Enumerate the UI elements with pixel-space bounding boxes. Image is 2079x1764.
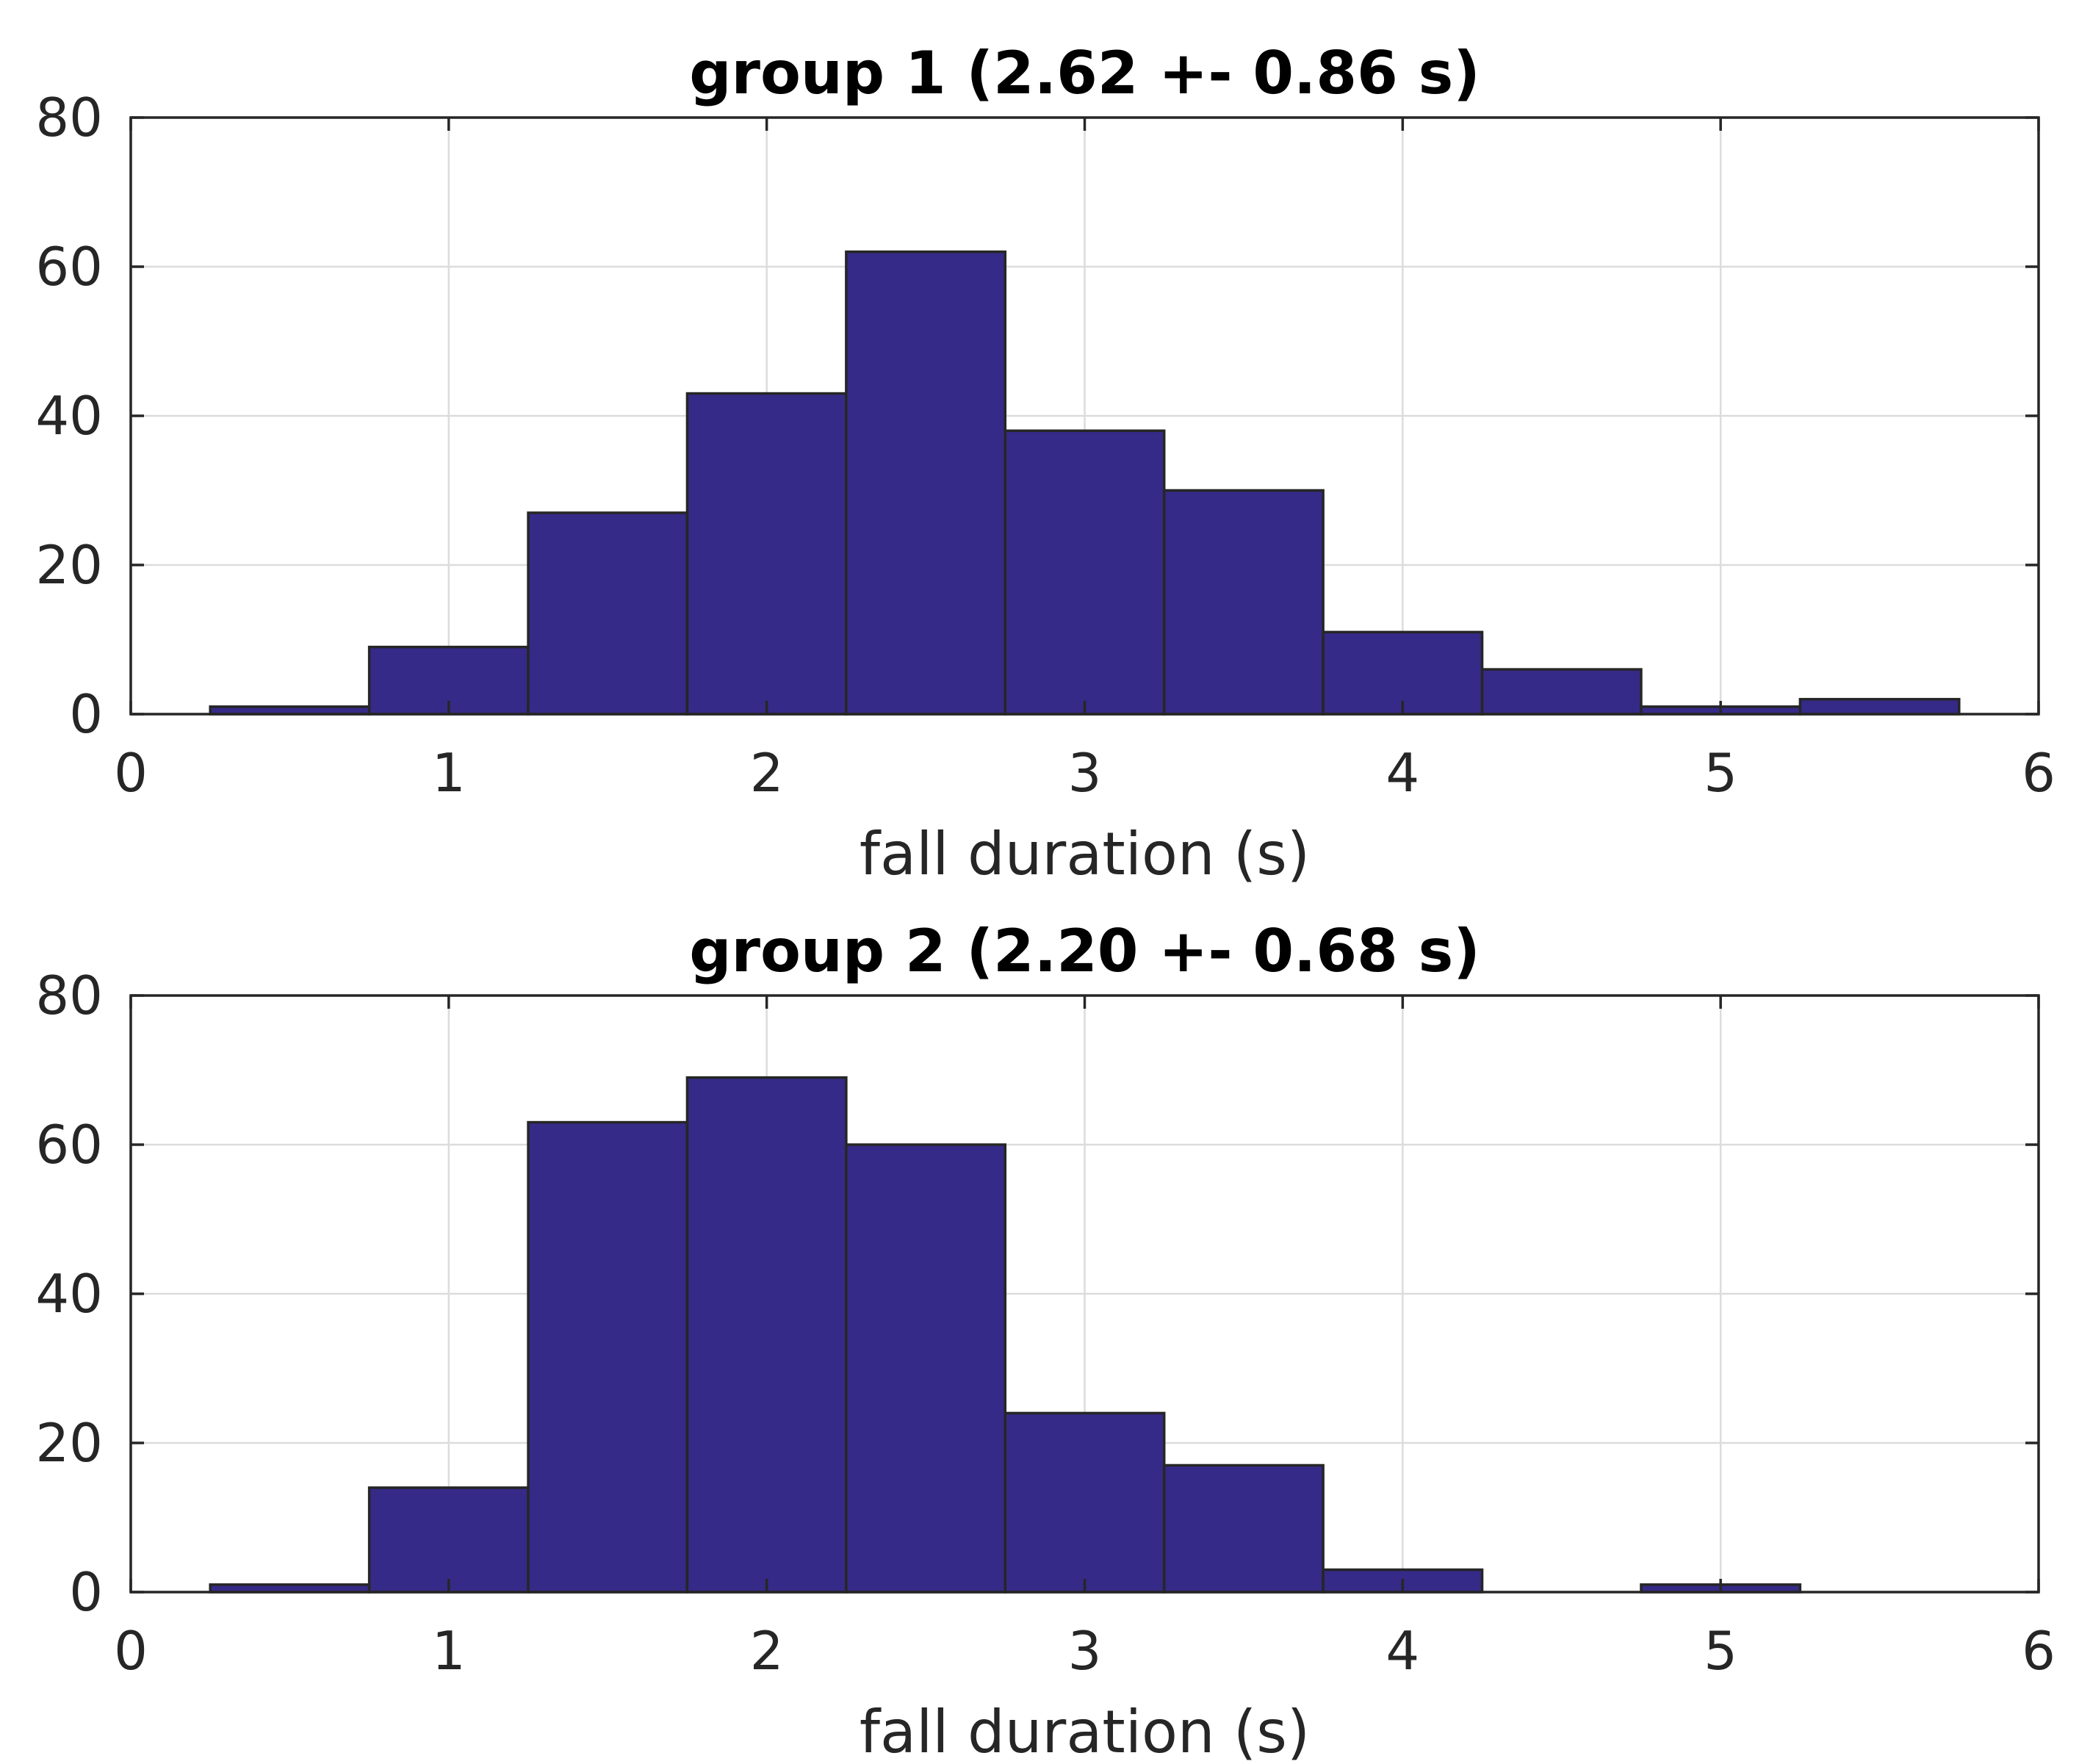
x-tick-label: 0 xyxy=(114,742,148,804)
histogram-bar xyxy=(367,1486,530,1594)
x-tick-label: 4 xyxy=(1386,1620,1419,1682)
histogram-bar xyxy=(527,1120,689,1594)
histogram-bar xyxy=(1480,668,1643,716)
y-tick-label: 80 xyxy=(35,87,103,148)
y-tick-label: 0 xyxy=(69,683,103,745)
y-tick-label: 40 xyxy=(35,1263,103,1325)
x-tick-label: 1 xyxy=(432,1620,466,1682)
x-axis-label: fall duration (s) xyxy=(860,1698,1310,1764)
histogram-bar xyxy=(1004,429,1166,716)
histogram-bar xyxy=(1004,1411,1166,1594)
histogram-bar xyxy=(1162,489,1325,716)
x-tick-label: 1 xyxy=(432,742,466,804)
x-tick-label: 6 xyxy=(2022,742,2055,804)
y-tick-label: 40 xyxy=(35,385,103,447)
x-tick-label: 2 xyxy=(750,742,784,804)
histogram-bar xyxy=(1798,697,1961,716)
x-tick-label: 3 xyxy=(1068,1620,1102,1682)
x-tick-label: 6 xyxy=(2022,1620,2055,1682)
x-tick-label: 0 xyxy=(114,1620,148,1682)
y-tick-label: 80 xyxy=(35,965,103,1026)
histogram-bar xyxy=(1162,1464,1325,1594)
histogram-bar xyxy=(685,392,848,716)
histogram-bar xyxy=(845,250,1007,716)
chart-title: group 2 (2.20 +- 0.68 s) xyxy=(689,917,1480,985)
x-tick-label: 2 xyxy=(750,1620,784,1682)
x-tick-label: 3 xyxy=(1068,742,1102,804)
x-tick-label: 5 xyxy=(1704,1620,1737,1682)
y-tick-label: 0 xyxy=(69,1561,103,1623)
x-tick-label: 5 xyxy=(1704,742,1737,804)
y-tick-label: 20 xyxy=(35,534,103,596)
y-tick-label: 60 xyxy=(35,236,103,298)
x-tick-label: 4 xyxy=(1386,742,1419,804)
y-tick-label: 60 xyxy=(35,1114,103,1176)
y-tick-label: 20 xyxy=(35,1412,103,1474)
histogram-bar xyxy=(685,1076,848,1594)
chart-title: group 1 (2.62 +- 0.86 s) xyxy=(689,39,1480,107)
x-axis-label: fall duration (s) xyxy=(860,820,1310,888)
histogram-bar xyxy=(845,1143,1007,1594)
histogram-bar xyxy=(527,511,689,716)
